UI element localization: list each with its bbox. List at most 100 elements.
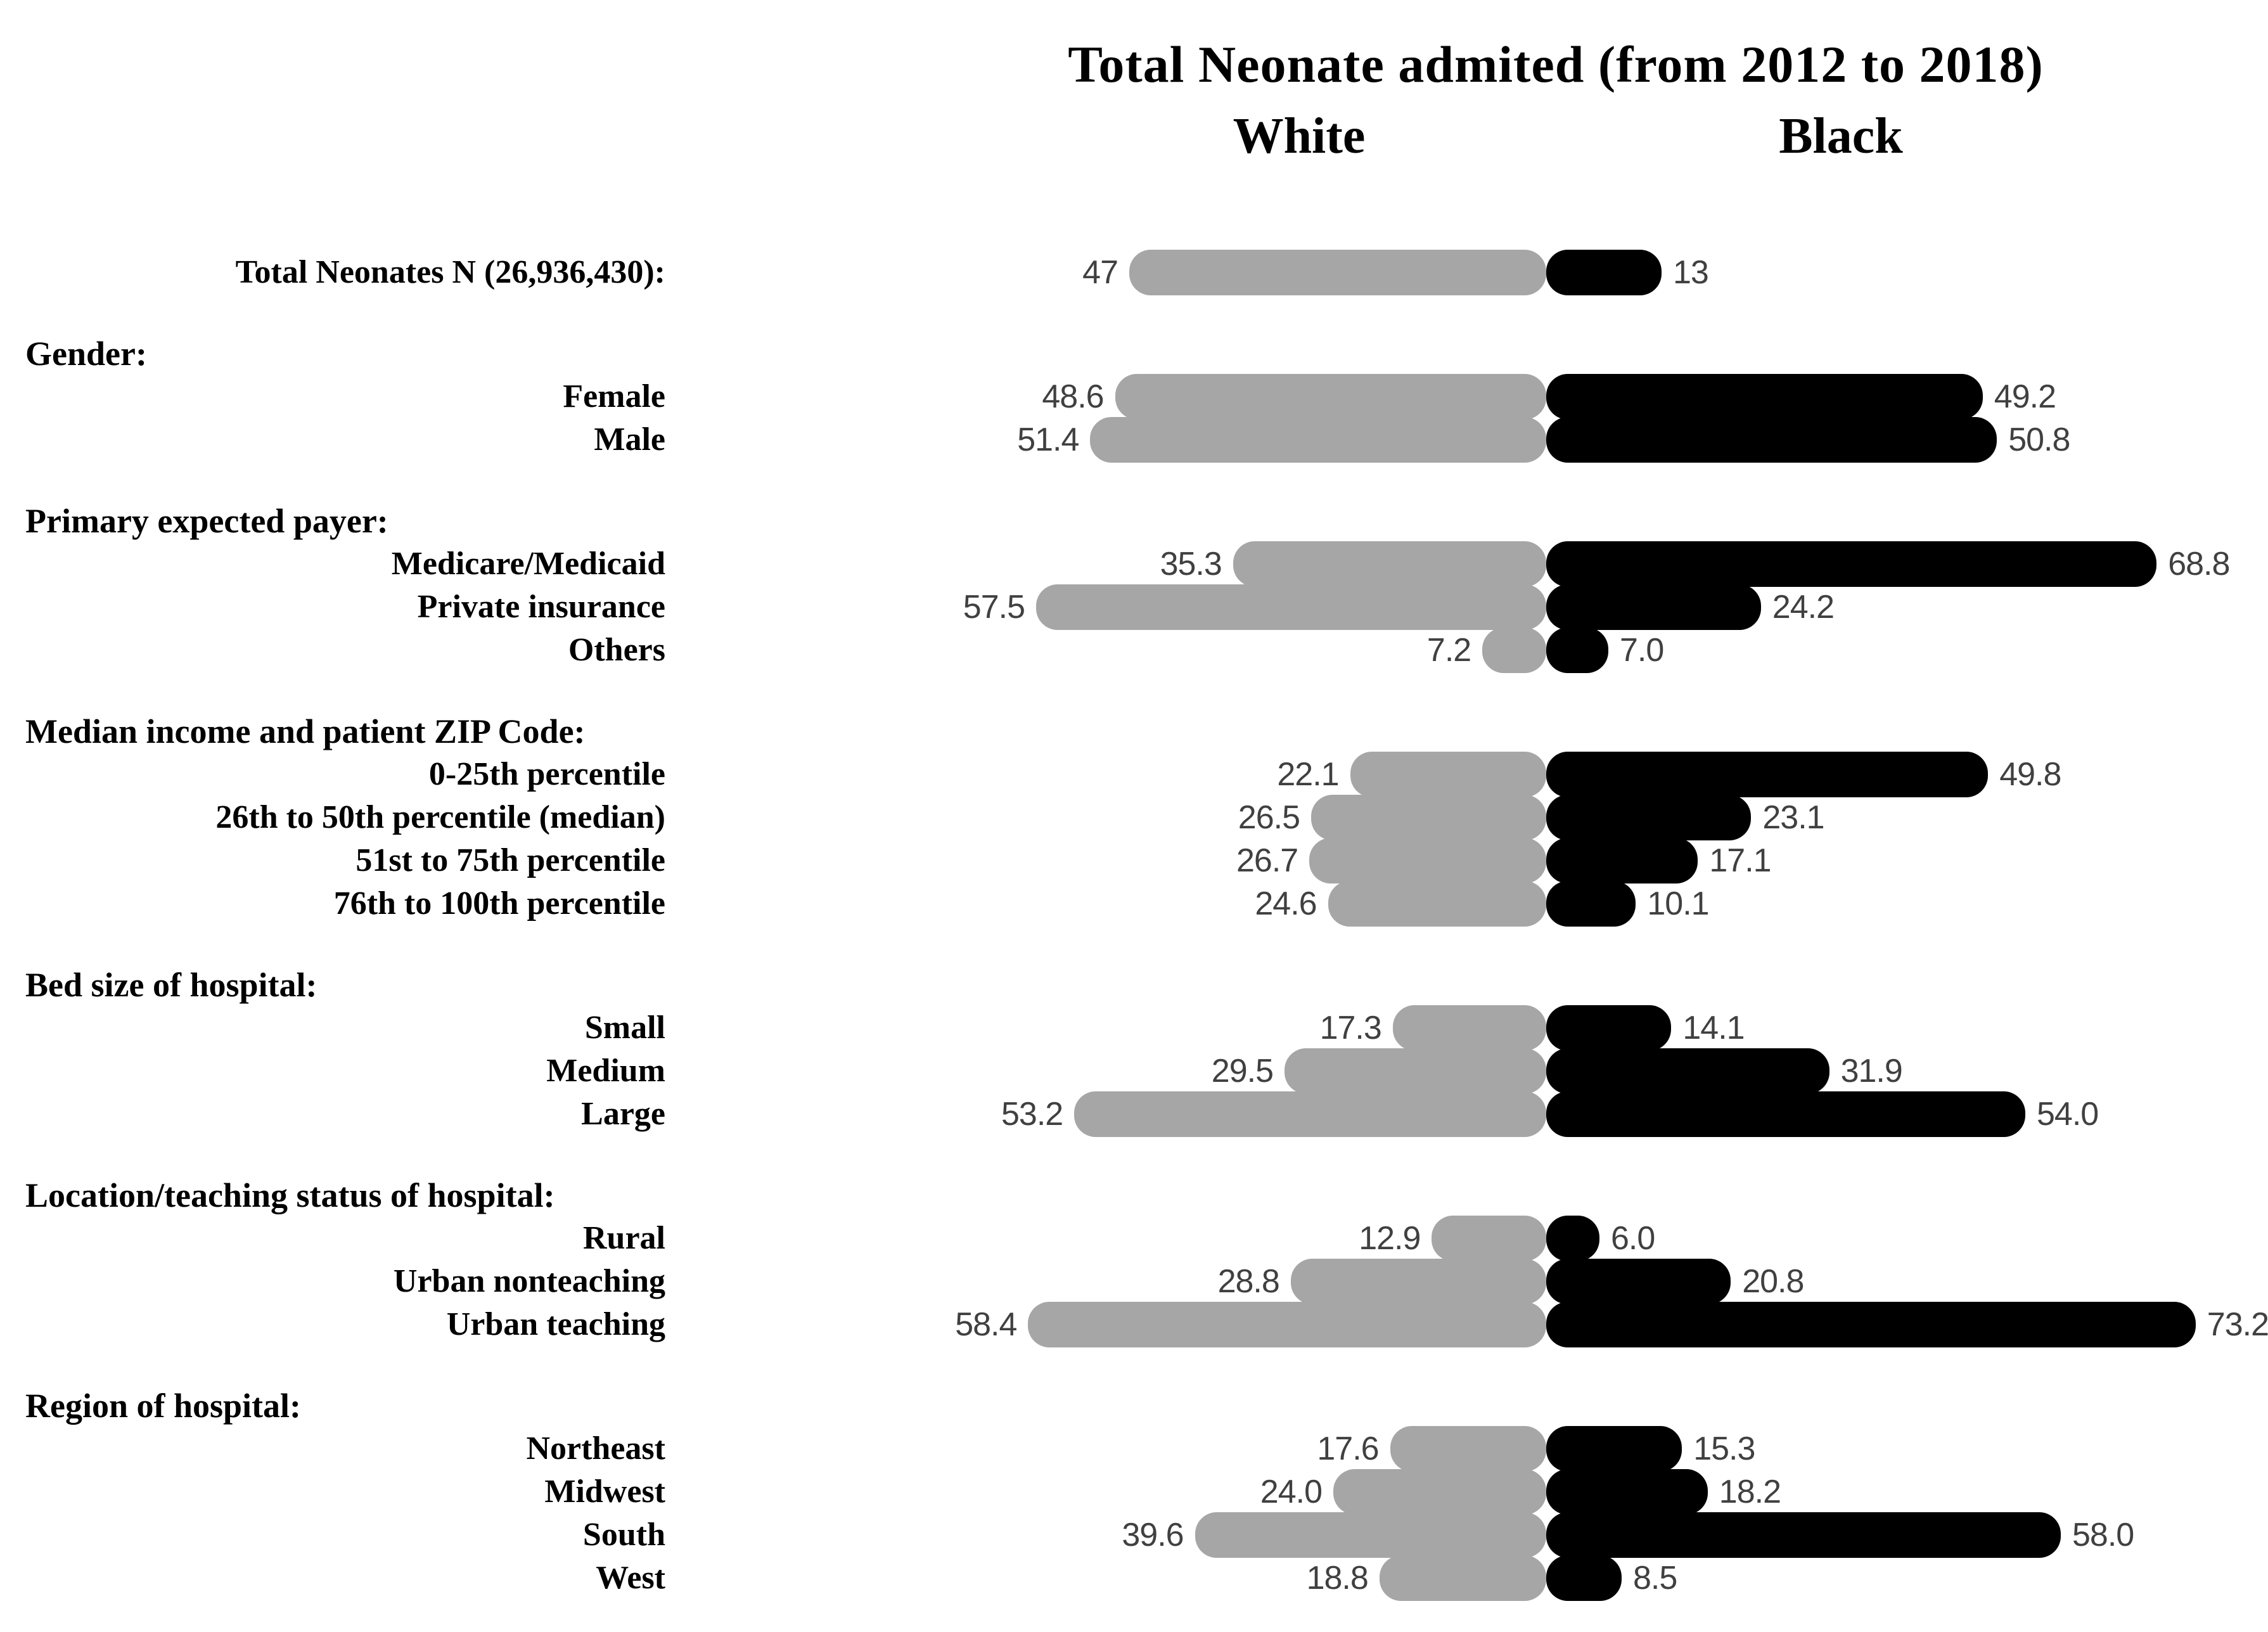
black-value-label: 14.1 — [1682, 1010, 1745, 1046]
black-series-bar — [1546, 584, 1761, 630]
row-label: Medicare/Medicaid — [391, 546, 665, 582]
black-series-bar — [1546, 1302, 2196, 1347]
row-label: Rural — [583, 1220, 665, 1256]
chart-title: Total Neonate admited (from 2012 to 2018… — [1068, 35, 2044, 93]
white-series-bar — [1129, 250, 1546, 295]
white-value-label: 39.6 — [1122, 1517, 1184, 1553]
white-series-bar — [1379, 1555, 1546, 1601]
black-series-bar — [1546, 1005, 1672, 1051]
black-series-bar — [1546, 417, 1997, 463]
black-series-bar — [1546, 1259, 1731, 1304]
row-label: 51st to 75th percentile — [356, 842, 665, 878]
white-series-bar — [1482, 627, 1546, 673]
section-header: Bed size of hospital: — [25, 966, 317, 1004]
white-value-label: 22.1 — [1277, 756, 1339, 793]
black-value-label: 18.2 — [1719, 1474, 1781, 1510]
white-value-label: 7.2 — [1426, 632, 1471, 669]
white-series-bar — [1074, 1091, 1546, 1137]
white-value-label: 51.4 — [1017, 421, 1079, 458]
row-label: Small — [584, 1010, 665, 1046]
white-series-bar — [1290, 1259, 1546, 1304]
white-value-label: 24.6 — [1255, 885, 1317, 922]
black-value-label: 17.1 — [1709, 842, 1771, 879]
black-value-label: 6.0 — [1611, 1220, 1655, 1257]
white-value-label: 24.0 — [1260, 1474, 1323, 1510]
row-label: 0-25th percentile — [428, 756, 665, 792]
black-value-label: 31.9 — [1840, 1053, 1903, 1089]
white-series-bar — [1285, 1048, 1546, 1094]
row-label: Medium — [546, 1053, 665, 1089]
white-value-label: 26.7 — [1236, 842, 1298, 879]
black-value-label: 8.5 — [1633, 1560, 1677, 1597]
white-value-label: 17.3 — [1319, 1010, 1382, 1046]
row-label: Urban nonteaching — [393, 1263, 665, 1299]
row-label: Midwest — [544, 1474, 665, 1510]
white-series-bar — [1036, 584, 1546, 630]
white-value-label: 58.4 — [955, 1306, 1017, 1343]
black-series-bar — [1546, 374, 1983, 420]
white-value-label: 29.5 — [1211, 1053, 1274, 1089]
row-label: Urban teaching — [446, 1306, 665, 1342]
black-value-label: 58.0 — [2072, 1517, 2134, 1553]
black-value-label: 10.1 — [1647, 885, 1709, 922]
black-series-bar — [1546, 1048, 1829, 1094]
black-series-bar — [1546, 627, 1608, 673]
row-label: West — [596, 1560, 665, 1596]
row-label: 76th to 100th percentile — [333, 885, 665, 922]
white-value-label: 26.5 — [1238, 799, 1300, 836]
black-value-label: 20.8 — [1742, 1263, 1804, 1300]
section-header: Region of hospital: — [25, 1387, 302, 1425]
black-value-label: 15.3 — [1693, 1430, 1755, 1467]
section-header: Median income and patient ZIP Code: — [25, 712, 586, 750]
black-value-label: 24.2 — [1772, 589, 1835, 626]
white-value-label: 18.8 — [1306, 1560, 1369, 1597]
white-series-bar — [1392, 1005, 1546, 1051]
white-value-label: 47 — [1082, 254, 1118, 291]
black-series-bar — [1546, 795, 1752, 840]
row-label: 26th to 50th percentile (median) — [215, 799, 665, 835]
black-series-bar — [1546, 881, 1636, 927]
white-value-label: 35.3 — [1160, 546, 1222, 582]
column-header-black: Black — [1779, 108, 1903, 164]
black-value-label: 13 — [1673, 254, 1709, 291]
white-series-bar — [1432, 1216, 1546, 1261]
section-header: Gender: — [25, 335, 147, 373]
row-label: Private insurance — [417, 589, 665, 625]
black-value-label: 23.1 — [1762, 799, 1824, 836]
white-value-label: 48.6 — [1042, 378, 1104, 415]
black-value-label: 49.2 — [1994, 378, 2056, 415]
black-series-bar — [1546, 1426, 1682, 1472]
row-label: Female — [563, 378, 665, 414]
white-series-bar — [1309, 838, 1546, 883]
white-value-label: 17.6 — [1317, 1430, 1379, 1467]
black-value-label: 68.8 — [2168, 546, 2230, 582]
row-label: Others — [568, 632, 665, 668]
black-series-bar — [1546, 250, 1662, 295]
white-series-bar — [1233, 541, 1546, 587]
white-series-bar — [1090, 417, 1546, 463]
section-header: Location/teaching status of hospital: — [25, 1176, 555, 1214]
row-label: South — [582, 1517, 665, 1553]
black-value-label: 50.8 — [2008, 421, 2070, 458]
white-series-bar — [1115, 374, 1546, 420]
white-series-bar — [1311, 795, 1546, 840]
white-value-label: 28.8 — [1217, 1263, 1280, 1300]
black-series-bar — [1546, 1512, 2061, 1558]
row-label: Large — [581, 1096, 665, 1132]
white-series-bar — [1028, 1302, 1546, 1347]
white-value-label: 57.5 — [963, 589, 1025, 626]
black-value-label: 54.0 — [2037, 1096, 2099, 1133]
white-series-bar — [1333, 1469, 1546, 1515]
white-series-bar — [1195, 1512, 1546, 1558]
black-series-bar — [1546, 752, 1989, 797]
white-series-bar — [1350, 752, 1546, 797]
black-value-label: 49.8 — [1999, 756, 2061, 793]
row-label: Total Neonates N (26,936,430): — [235, 254, 665, 290]
black-value-label: 73.2 — [2207, 1306, 2268, 1343]
black-series-bar — [1546, 1555, 1622, 1601]
white-series-bar — [1328, 881, 1546, 927]
black-series-bar — [1546, 1469, 1708, 1515]
black-series-bar — [1546, 541, 2157, 587]
white-value-label: 12.9 — [1359, 1220, 1421, 1257]
